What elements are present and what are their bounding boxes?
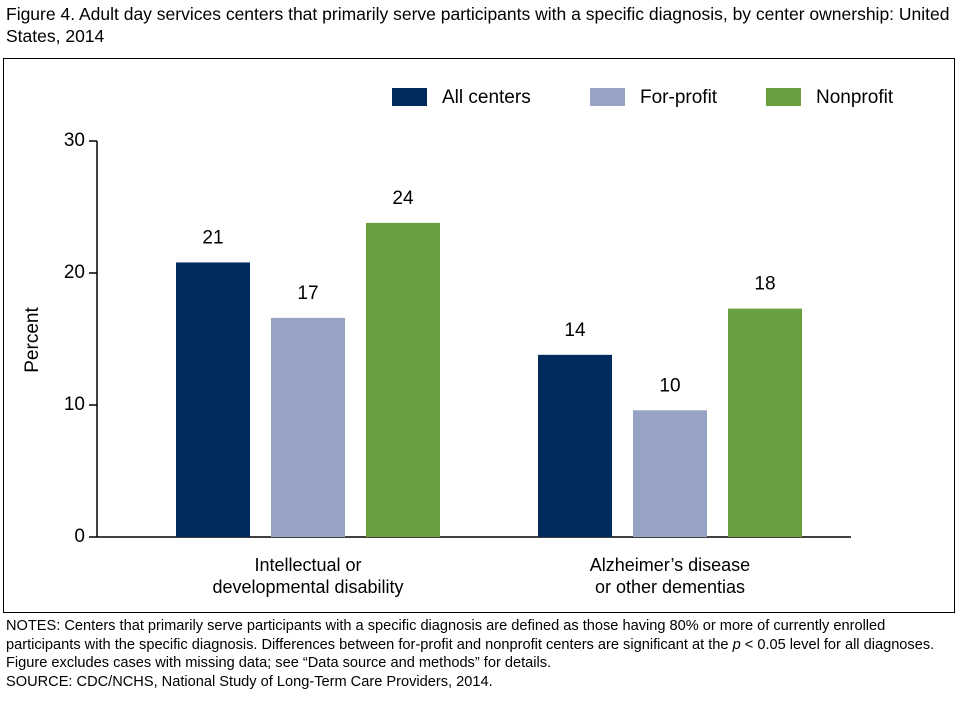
value-label: 18 xyxy=(754,274,775,295)
bar xyxy=(366,222,440,537)
legend-swatch xyxy=(590,88,625,106)
value-label: 17 xyxy=(297,283,318,304)
note-text: < 0.05 level for all diagnoses. Figure e… xyxy=(6,636,935,672)
notes: NOTES: Centers that primarily serve part… xyxy=(6,617,954,691)
x-tick-label: Intellectual or developmental disability xyxy=(212,555,404,597)
note-text: NOTES: Centers that primarily serve part… xyxy=(6,618,886,653)
bar xyxy=(633,410,707,537)
y-tick-label: 0 xyxy=(74,526,85,547)
legend-label: Nonprofit xyxy=(816,87,894,108)
chart-title: Figure 4. Adult day services centers tha… xyxy=(6,4,950,46)
bar xyxy=(176,262,250,537)
source: SOURCE: CDC/NCHS, National Study of Long… xyxy=(6,673,493,690)
y-axis-label: Percent xyxy=(22,307,43,373)
y-tick-label: 20 xyxy=(64,262,85,283)
bar xyxy=(271,317,345,537)
y-tick-label: 10 xyxy=(64,394,85,415)
legend-label: For-profit xyxy=(640,87,718,108)
value-label: 10 xyxy=(659,375,680,396)
value-label: 24 xyxy=(392,188,414,209)
bar xyxy=(538,354,612,537)
bar xyxy=(728,308,802,537)
y-tick-label: 30 xyxy=(64,130,85,151)
value-label: 21 xyxy=(202,227,223,248)
legend-swatch xyxy=(766,88,801,106)
value-label: 14 xyxy=(564,320,586,341)
legend-swatch xyxy=(392,88,427,106)
x-tick-label: Alzheimer’s disease or other dementias xyxy=(589,555,751,597)
legend-label: All centers xyxy=(442,87,531,108)
note-italic: p xyxy=(732,636,741,653)
chart-frame xyxy=(3,58,955,613)
